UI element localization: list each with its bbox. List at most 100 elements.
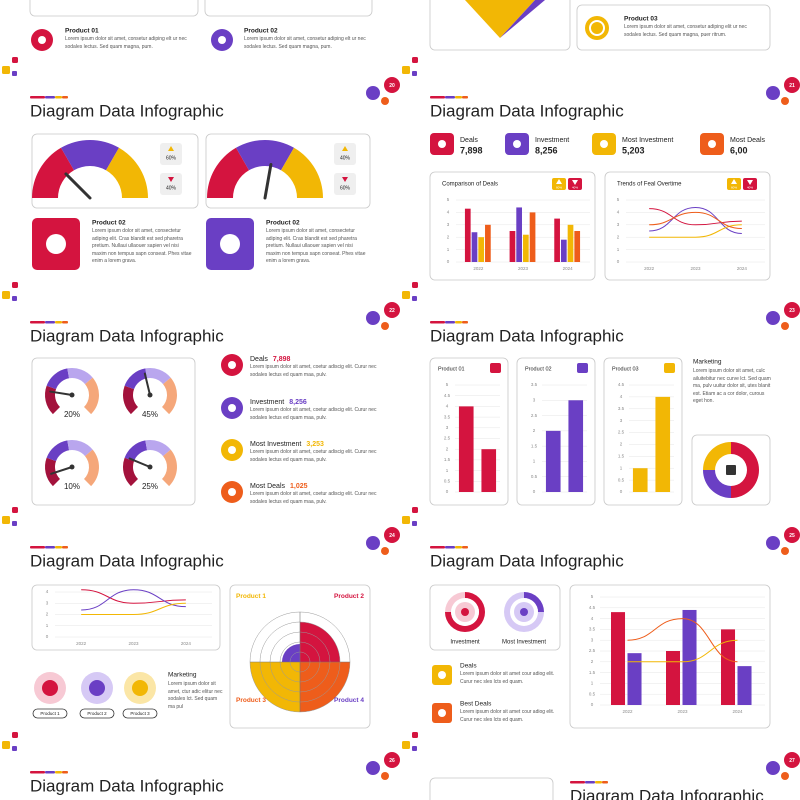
paragraph: Lorem ipsum dolor sit amet cour adiog el…	[460, 709, 555, 723]
bar	[655, 396, 671, 492]
quadrant-label: Product 3	[236, 697, 266, 704]
gauge-needle	[64, 172, 92, 200]
title-accent	[30, 321, 45, 324]
slide-title: Diagram Data Infographic	[570, 786, 764, 800]
icon-glyph	[220, 234, 240, 254]
decor-square	[2, 291, 10, 299]
decor-square	[412, 507, 418, 513]
x-tick-label: 2024	[737, 266, 748, 271]
icon-glyph	[228, 488, 236, 496]
decor-circle	[781, 97, 789, 105]
x-tick-label: 2024	[181, 641, 192, 646]
icon-glyph	[513, 140, 521, 148]
item-heading: Most Deals 1,025	[250, 483, 308, 490]
decor-circle	[766, 536, 780, 550]
icon-glyph	[438, 671, 446, 679]
title-accent	[430, 321, 445, 324]
paragraph: Lorem ipsum dolor sit amet, consetur adi…	[244, 36, 366, 50]
arc-segment	[207, 147, 249, 198]
line	[649, 224, 742, 238]
arc-segment	[44, 385, 60, 415]
decor-square	[12, 71, 17, 76]
y-tick-label: 1	[446, 468, 449, 473]
gauge-pivot	[147, 392, 153, 398]
y-tick-label: 5	[447, 197, 450, 202]
card	[576, 4, 771, 51]
slide-title: Diagram Data Infographic	[30, 776, 224, 795]
y-tick-label: 1	[620, 465, 623, 470]
item-value: 7,898	[273, 356, 291, 363]
donut-label: Most Investment	[502, 640, 546, 646]
arrow-up	[556, 179, 562, 184]
y-tick-label: 1	[46, 623, 49, 628]
card	[429, 171, 596, 281]
y-tick-label: 0.5	[444, 478, 451, 483]
x-tick-label: 2023	[677, 709, 688, 714]
slide-title: Diagram Data Infographic	[430, 326, 624, 345]
icon	[664, 363, 675, 373]
gauge-label: 20%	[64, 410, 80, 419]
badge	[160, 143, 182, 165]
title-accent	[455, 321, 462, 324]
line	[627, 618, 738, 663]
title-accent	[62, 771, 68, 774]
stat-value: 6,00	[730, 145, 748, 155]
card	[31, 584, 221, 651]
y-tick-label: 3	[620, 418, 623, 423]
gauge-pivot	[69, 464, 75, 470]
slide-number-badge	[784, 527, 800, 543]
x-tick-label: 2024	[732, 709, 743, 714]
arc-segment	[703, 442, 731, 470]
decor-square	[402, 741, 410, 749]
arc-segment	[445, 592, 485, 632]
arc-segment	[106, 147, 148, 198]
bar	[721, 629, 736, 705]
y-tick-label: 3	[46, 600, 49, 605]
y-tick-label: 3	[591, 637, 594, 642]
title-accent	[62, 96, 68, 99]
arrow-up	[342, 146, 348, 151]
y-tick-label: 5	[446, 382, 449, 387]
y-tick-label: 3.5	[531, 382, 538, 387]
title-accent	[45, 96, 55, 99]
bar	[509, 231, 516, 262]
item-value: 1,025	[290, 483, 308, 490]
y-tick-label: 1.5	[618, 454, 625, 459]
paragraph: Lorem ipsum dolor sit amet, ctur adic el…	[168, 681, 223, 710]
gauge-pivot	[147, 464, 153, 470]
slide-number: 25	[789, 533, 795, 539]
decor-square	[412, 282, 418, 288]
y-tick-label: 4.5	[618, 382, 625, 387]
arc-segment	[84, 377, 99, 415]
decor-circle	[766, 311, 780, 325]
decor-circle	[366, 761, 380, 775]
y-tick-label: 2	[620, 442, 623, 447]
icon-glyph	[708, 140, 716, 148]
slide-number: 20	[389, 83, 395, 89]
y-tick-label: 2	[447, 234, 450, 239]
decor-square	[412, 296, 417, 301]
badge	[334, 173, 356, 195]
icon-glyph	[726, 465, 736, 475]
decor-circle	[766, 761, 780, 775]
decor-circle	[381, 322, 389, 330]
card	[429, 777, 554, 800]
arc-segment	[703, 470, 731, 498]
decor-square	[402, 291, 410, 299]
title-accent	[445, 546, 455, 549]
y-tick-label: 0	[617, 259, 620, 264]
bar	[481, 449, 497, 492]
quadrant-label: Product 1	[236, 593, 266, 600]
y-tick-label: 1	[447, 247, 450, 252]
title-accent	[55, 96, 62, 99]
slide-number-badge	[784, 77, 800, 93]
stat-label: Most Investment	[622, 137, 673, 144]
arc-segment	[236, 140, 294, 171]
arc-segment	[32, 147, 74, 198]
slide-number: 27	[789, 758, 795, 764]
arc-segment	[731, 442, 759, 498]
arrow-down	[572, 180, 578, 185]
item-heading: Most Investment 3,253	[250, 441, 324, 448]
arrow-up	[168, 146, 174, 151]
